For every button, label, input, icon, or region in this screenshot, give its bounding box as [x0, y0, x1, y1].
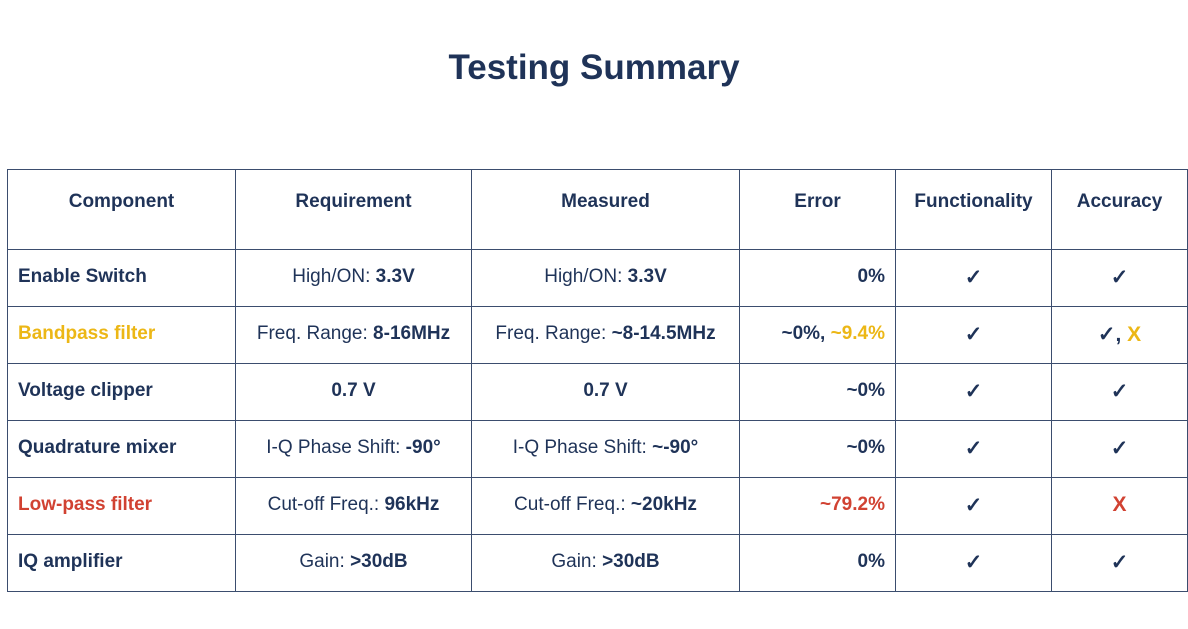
- error-value: ~0%: [846, 380, 885, 401]
- measured-value: ~8-14.5MHz: [611, 323, 716, 344]
- accuracy-flag: X: [1127, 322, 1142, 346]
- header-measured: Measured: [471, 169, 740, 250]
- table-row: IQ amplifier Gain: >30dB Gain: >30dB 0% …: [7, 534, 1188, 592]
- requirement-value: -90°: [405, 437, 441, 458]
- component-cell: Quadrature mixer: [7, 420, 236, 478]
- error-separator: ,: [820, 323, 831, 344]
- requirement-value: 0.7 V: [331, 380, 376, 401]
- accuracy-cell: ✓: [1051, 420, 1188, 478]
- error-value: 0%: [857, 266, 885, 287]
- component-cell: Bandpass filter: [7, 306, 236, 364]
- requirement-value: 3.3V: [375, 266, 415, 287]
- requirement-value: 8-16MHz: [373, 323, 451, 344]
- accuracy-check: ✓: [1110, 379, 1129, 403]
- functionality-cell: ✓: [895, 534, 1052, 592]
- requirement-value: 96kHz: [384, 494, 440, 515]
- error-value: 0%: [857, 551, 885, 572]
- requirement-label: I-Q Phase Shift:: [266, 437, 406, 458]
- accuracy-flag: X: [1112, 493, 1127, 516]
- functionality-cell: ✓: [895, 477, 1052, 535]
- measured-label: High/ON:: [544, 266, 628, 287]
- accuracy-cell: ✓: [1051, 363, 1188, 421]
- requirement-cell: High/ON: 3.3V: [235, 249, 472, 307]
- measured-value: 0.7 V: [583, 380, 628, 401]
- requirement-cell: Cut-off Freq.: 96kHz: [235, 477, 472, 535]
- header-requirement: Requirement: [235, 169, 472, 250]
- error-value-flagged: ~9.4%: [830, 323, 885, 344]
- measured-label: Gain:: [551, 551, 603, 572]
- measured-label: Freq. Range:: [495, 323, 612, 344]
- requirement-cell: I-Q Phase Shift: -90°: [235, 420, 472, 478]
- measured-value: ~-90°: [652, 437, 699, 458]
- measured-value: >30dB: [602, 551, 660, 572]
- error-cell: 0%: [739, 249, 896, 307]
- accuracy-cell: ✓, X: [1051, 306, 1188, 364]
- requirement-cell: Freq. Range: 8-16MHz: [235, 306, 472, 364]
- header-functionality: Functionality: [895, 169, 1052, 250]
- accuracy-cell: X: [1051, 477, 1188, 535]
- header-error: Error: [739, 169, 896, 250]
- header-accuracy: Accuracy: [1051, 169, 1188, 250]
- measured-cell: Cut-off Freq.: ~20kHz: [471, 477, 740, 535]
- measured-value: ~20kHz: [630, 494, 697, 515]
- accuracy-cell: ✓: [1051, 249, 1188, 307]
- error-cell: 0%: [739, 534, 896, 592]
- error-value: ~0%: [846, 437, 885, 458]
- component-cell: Low-pass filter: [7, 477, 236, 535]
- requirement-value: >30dB: [350, 551, 408, 572]
- measured-cell: High/ON: 3.3V: [471, 249, 740, 307]
- table-row: Quadrature mixer I-Q Phase Shift: -90° I…: [7, 420, 1188, 478]
- error-cell: ~0%, ~9.4%: [739, 306, 896, 364]
- measured-cell: I-Q Phase Shift: ~-90°: [471, 420, 740, 478]
- table-row: Voltage clipper 0.7 V 0.7 V ~0% ✓ ✓: [7, 363, 1188, 421]
- accuracy-check: ✓: [1097, 322, 1116, 346]
- accuracy-check: ✓: [1110, 550, 1129, 574]
- component-cell: Voltage clipper: [7, 363, 236, 421]
- table-row: Low-pass filter Cut-off Freq.: 96kHz Cut…: [7, 477, 1188, 535]
- functionality-cell: ✓: [895, 363, 1052, 421]
- requirement-cell: 0.7 V: [235, 363, 472, 421]
- measured-label: I-Q Phase Shift:: [512, 437, 653, 458]
- requirement-label: Gain:: [299, 551, 351, 572]
- component-cell: Enable Switch: [7, 249, 236, 307]
- functionality-cell: ✓: [895, 306, 1052, 364]
- measured-cell: 0.7 V: [471, 363, 740, 421]
- error-value-flagged: ~79.2%: [820, 494, 885, 515]
- functionality-cell: ✓: [895, 420, 1052, 478]
- accuracy-check: ✓: [1110, 265, 1129, 289]
- measured-cell: Freq. Range: ~8-14.5MHz: [471, 306, 740, 364]
- requirement-label: High/ON:: [292, 266, 376, 287]
- accuracy-separator: ,: [1115, 322, 1128, 346]
- page-title: Testing Summary: [448, 48, 740, 87]
- table-row: Bandpass filter Freq. Range: 8-16MHz Fre…: [7, 306, 1188, 364]
- component-cell: IQ amplifier: [7, 534, 236, 592]
- measured-cell: Gain: >30dB: [471, 534, 740, 592]
- requirement-label: Cut-off Freq.:: [267, 494, 385, 515]
- requirement-cell: Gain: >30dB: [235, 534, 472, 592]
- error-value: ~0%: [781, 323, 821, 344]
- requirement-label: Freq. Range:: [256, 323, 374, 344]
- testing-summary-table: Component Requirement Measured Error Fun…: [7, 169, 1188, 592]
- accuracy-cell: ✓: [1051, 534, 1188, 592]
- table-header-row: Component Requirement Measured Error Fun…: [7, 169, 1188, 250]
- table-row: Enable Switch High/ON: 3.3V High/ON: 3.3…: [7, 249, 1188, 307]
- measured-label: Cut-off Freq.:: [514, 494, 631, 515]
- measured-value: 3.3V: [627, 266, 667, 287]
- error-cell: ~79.2%: [739, 477, 896, 535]
- header-component: Component: [7, 169, 236, 250]
- functionality-cell: ✓: [895, 249, 1052, 307]
- accuracy-check: ✓: [1110, 436, 1129, 460]
- error-cell: ~0%: [739, 420, 896, 478]
- error-cell: ~0%: [739, 363, 896, 421]
